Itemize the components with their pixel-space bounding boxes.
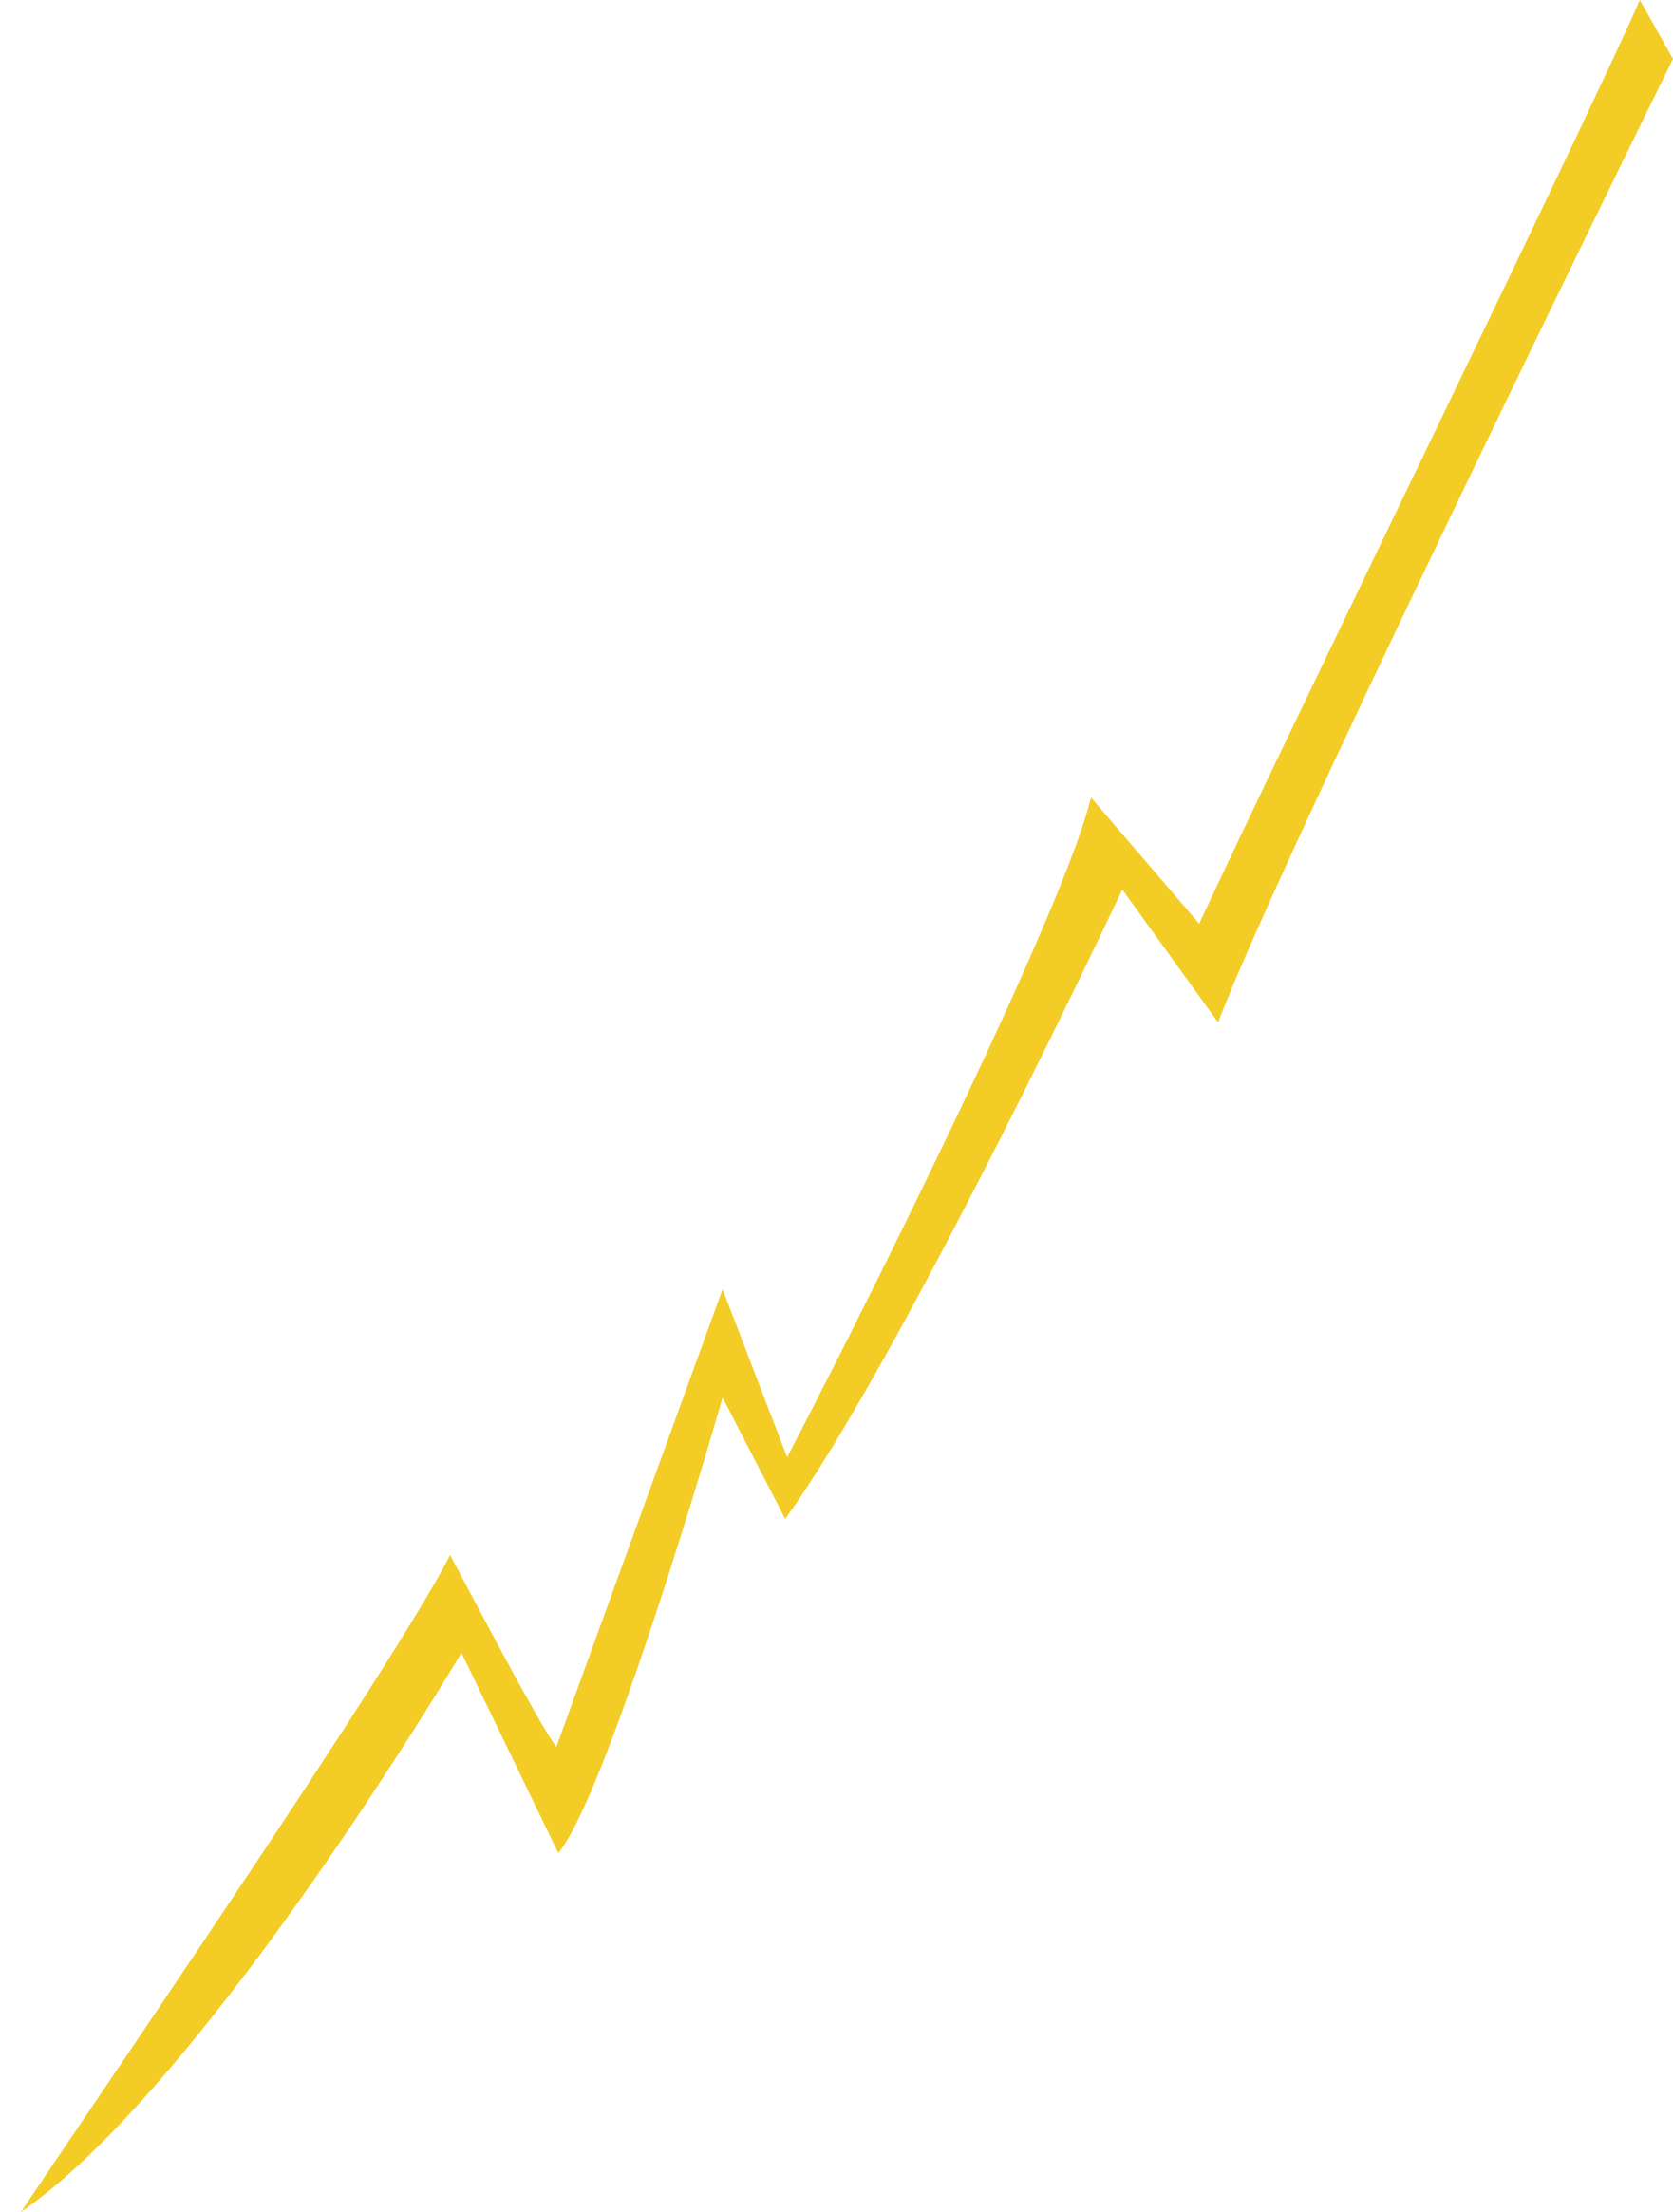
yellow-zigzag-stroke [21, 0, 1673, 2212]
